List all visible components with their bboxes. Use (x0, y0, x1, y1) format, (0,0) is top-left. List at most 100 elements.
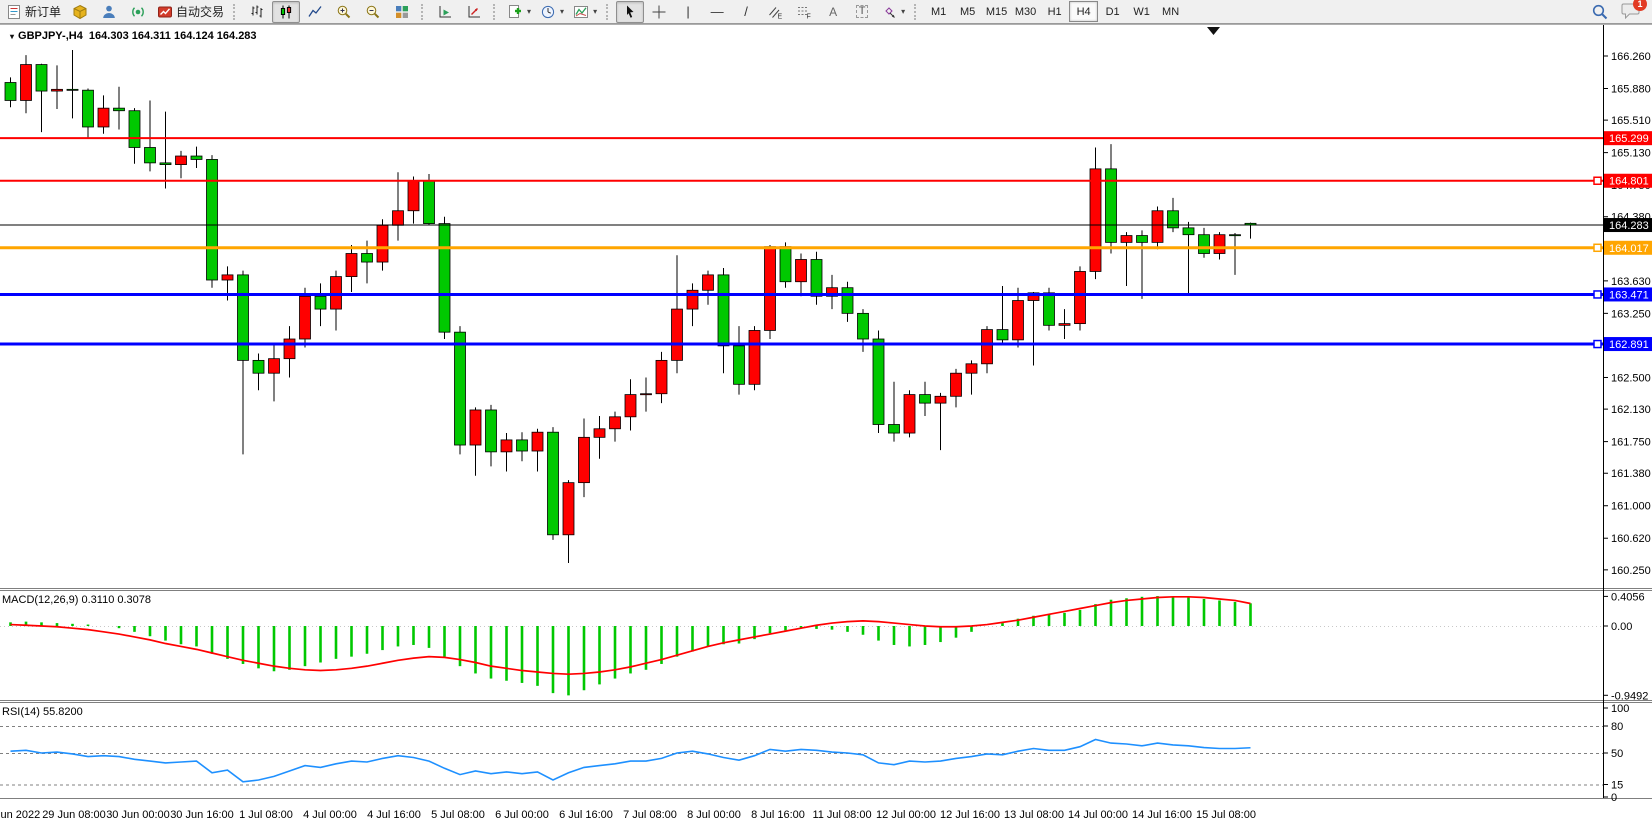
candle-body (206, 159, 218, 281)
zoom-in-button[interactable] (330, 1, 358, 23)
candle (624, 379, 637, 431)
price-chart-canvas[interactable]: 166.260165.880165.510165.130164.750164.3… (0, 23, 1652, 831)
time-label: 12 Jul 00:00 (876, 809, 936, 821)
candle (609, 411, 621, 442)
timeframe-menu-button[interactable]: ▾ (536, 1, 568, 23)
line-chart-button[interactable] (301, 1, 329, 23)
candle (950, 368, 962, 408)
auto-trading-button[interactable]: 自动交易 (153, 1, 228, 23)
price-lines (0, 137, 1603, 349)
text-button[interactable]: A (819, 1, 847, 23)
timeframe-toolbar: M1 M5 M15 M30 H1 H4 D1 W1 MN (924, 1, 1185, 22)
auto-scroll-button[interactable] (431, 1, 459, 23)
vertical-line-button[interactable]: | (674, 1, 702, 23)
tf-button-MN[interactable]: MN (1162, 5, 1180, 18)
profile-button[interactable] (95, 1, 123, 23)
horizontal-line-button[interactable]: — (703, 1, 731, 23)
cursor-button[interactable] (616, 0, 645, 23)
new-chart-button[interactable]: ▾ (503, 1, 535, 23)
tf-button-W1[interactable]: W1 (1133, 5, 1150, 18)
candle (795, 253, 807, 297)
candle (872, 330, 885, 434)
chart-shift-button[interactable] (460, 1, 488, 23)
rsi-value: 55.8200 (42, 706, 83, 718)
tf-button-D1[interactable]: D1 (1105, 5, 1120, 18)
toolbar-separator (493, 3, 498, 20)
channel-icon: E (769, 6, 783, 20)
tf-button-M5[interactable]: M5 (959, 5, 976, 18)
tf-button-M15[interactable]: M15 (985, 5, 1008, 18)
indicators-button[interactable]: ▾ (569, 1, 601, 23)
candle-body (702, 274, 714, 291)
signals-button[interactable] (124, 1, 152, 23)
candle-body (981, 329, 993, 365)
tile-windows-button[interactable] (388, 1, 416, 23)
candle (516, 432, 528, 462)
candlestick-chart-button[interactable] (272, 0, 301, 23)
candle (1213, 232, 1226, 260)
price-tick-label: 162.130 (1611, 404, 1651, 416)
candle-body (128, 110, 141, 148)
time-label: 6 Jul 16:00 (559, 809, 613, 821)
price-line-handle (1593, 176, 1602, 185)
candle (454, 326, 466, 455)
candle-body (1136, 235, 1148, 243)
candle (82, 88, 94, 139)
chevron-down-icon: ▾ (527, 7, 532, 16)
candle-body (779, 246, 792, 283)
zoom-in-icon (337, 5, 351, 18)
equidistant-channel-button[interactable]: E (761, 1, 789, 23)
candle (1151, 206, 1164, 250)
candle (1182, 221, 1195, 296)
yellow-cube-button[interactable] (66, 1, 94, 23)
price-line-handle (1593, 290, 1602, 299)
candle-body (1089, 168, 1102, 272)
rsi-tick-label: 50 (1611, 748, 1623, 760)
symbol-ohlc-text: GBPJPY-,H4 164.303 164.311 164.124 164.2… (18, 30, 257, 42)
crosshair-button[interactable] (645, 1, 673, 23)
trendline-button[interactable]: / (732, 1, 760, 23)
candle (1120, 232, 1133, 286)
shapes-button[interactable]: ▾ (877, 1, 909, 23)
chart-window[interactable]: 166.260165.880165.510165.130164.750164.3… (0, 23, 1652, 831)
tf-button-H4[interactable]: H4 (1069, 1, 1099, 22)
tf-button-M30[interactable]: M30 (1014, 5, 1037, 18)
candle (469, 407, 482, 476)
trendline-icon: / (744, 4, 748, 19)
candle-body (314, 295, 327, 310)
price-label-text: 164.017 (1609, 243, 1649, 255)
new-order-button[interactable]: 新订单 (2, 1, 65, 23)
zoom-out-button[interactable] (359, 1, 387, 23)
search-icon[interactable] (1591, 3, 1609, 21)
candle (330, 270, 342, 331)
fibonacci-button[interactable]: F (790, 1, 818, 23)
price-line-handle (1593, 339, 1602, 349)
candle (1198, 227, 1210, 258)
candle-body (1058, 323, 1071, 326)
time-label: 15 Jul 08:00 (1196, 809, 1256, 821)
candle (20, 55, 32, 114)
bar-chart-button[interactable] (243, 1, 271, 23)
price-label-text: 162.891 (1609, 339, 1649, 351)
candle (392, 172, 404, 241)
tf-button-M1[interactable]: M1 (930, 5, 947, 18)
notifications-button[interactable]: 1 (1621, 0, 1647, 22)
price-tick-label: 161.750 (1611, 437, 1651, 449)
indicator-chart-icon (574, 5, 589, 18)
candle (934, 392, 947, 451)
price-label-box (1604, 337, 1652, 352)
candle-body (640, 393, 652, 396)
tf-button-H1[interactable]: H1 (1047, 5, 1062, 18)
candle (51, 65, 63, 110)
price-tick-label: 165.510 (1611, 115, 1651, 127)
label-button[interactable]: T (848, 1, 876, 23)
time-label: 6 Jul 00:00 (495, 809, 549, 821)
candle-body (1167, 210, 1179, 229)
candle-body (1198, 234, 1210, 254)
candle-body (1105, 168, 1117, 243)
candle-body (159, 162, 172, 165)
candle-body (35, 64, 48, 92)
zoom-out-icon (366, 5, 380, 18)
time-label: 29 Jun 08:00 (42, 809, 106, 821)
candle-body (1229, 234, 1241, 237)
